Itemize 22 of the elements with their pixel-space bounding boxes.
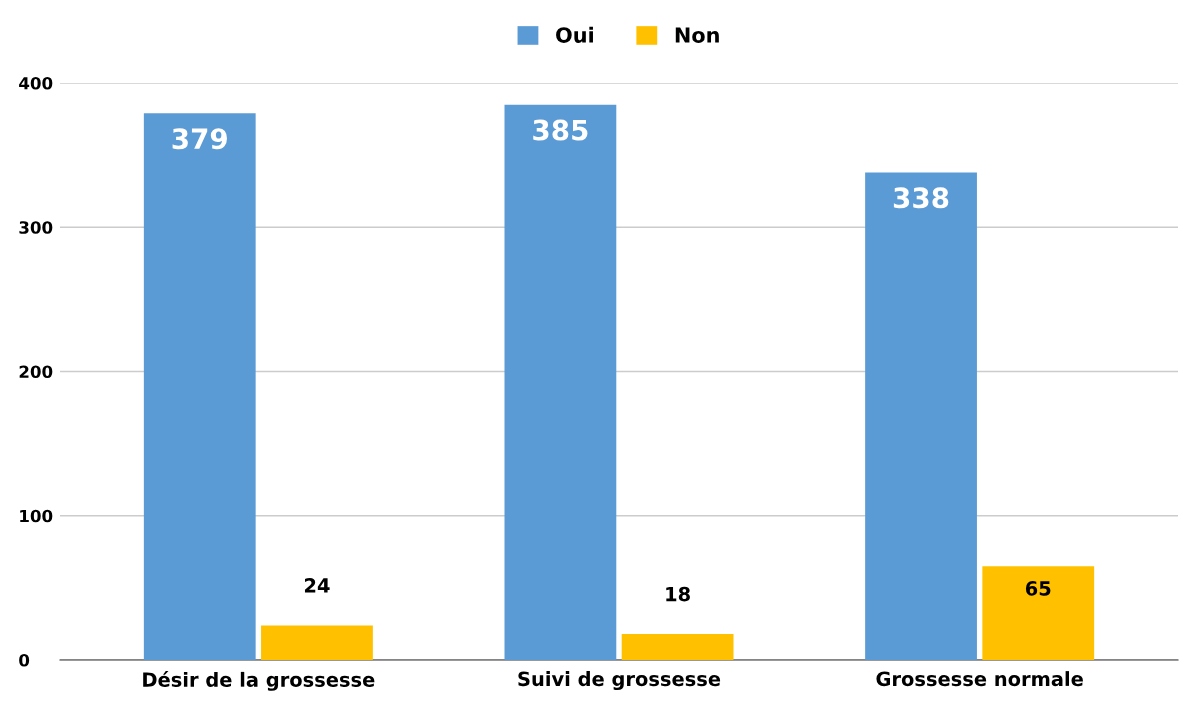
bar — [261, 625, 373, 660]
legend-label: Oui — [556, 26, 593, 43]
bar — [865, 172, 977, 660]
bar — [504, 104, 617, 660]
data-label: 18 — [666, 586, 690, 602]
y-tick-label: 100 — [20, 509, 53, 523]
data-label: 65 — [1025, 581, 1051, 596]
x-tick-label: Désir de la grossesse — [143, 671, 375, 691]
legend-label: Non — [675, 27, 719, 43]
x-tick-label: Grossesse normale — [876, 671, 1083, 687]
bar — [143, 113, 256, 660]
data-label: 379 — [172, 128, 227, 150]
data-label: 24 — [304, 578, 330, 593]
data-label: 385 — [533, 119, 588, 141]
bar — [982, 566, 1095, 660]
y-tick-label: 0 — [19, 653, 30, 667]
y-tick-label: 300 — [19, 221, 53, 234]
data-label: 338 — [893, 187, 949, 209]
x-tick-label: Suivi de grossesse — [518, 671, 721, 691]
y-tick-label: 200 — [19, 365, 53, 379]
bar — [621, 634, 734, 660]
y-tick-label: 400 — [19, 76, 53, 90]
